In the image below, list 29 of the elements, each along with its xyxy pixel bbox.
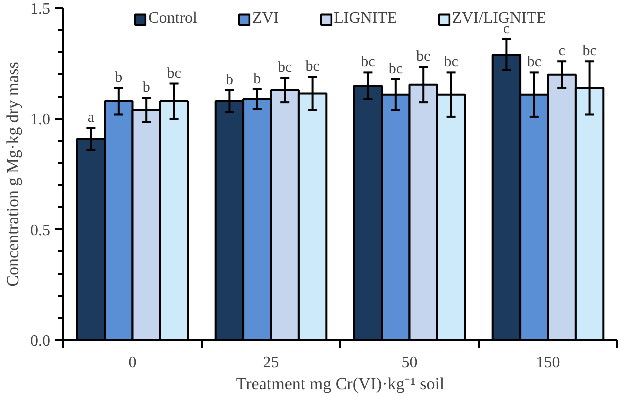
- legend-label: Control: [148, 10, 198, 28]
- data-label: b: [115, 70, 123, 86]
- y-axis-title: Concentration g Mg·kg dry mass: [4, 62, 22, 287]
- data-label: bc: [582, 44, 598, 60]
- data-label: a: [88, 110, 95, 126]
- data-label: bc: [306, 59, 320, 76]
- data-label: bc: [361, 54, 376, 71]
- x-axis-title: Treatment mg Cr(VI)·kg⁻¹ soil: [236, 374, 445, 394]
- data-label: bc: [388, 61, 404, 78]
- data-label: c: [558, 44, 566, 60]
- y-tick-label: 0.5: [30, 222, 50, 240]
- data-label: bc: [527, 54, 542, 71]
- data-label: bc: [444, 54, 459, 71]
- data-label: b: [254, 71, 262, 88]
- x-tick-label: 0: [128, 354, 137, 372]
- data-label: b: [142, 80, 150, 96]
- y-tick-label: 1.5: [30, 1, 50, 18]
- x-tick-label: 150: [536, 354, 560, 372]
- x-tick-label: 50: [402, 354, 418, 372]
- data-label: bc: [416, 49, 432, 66]
- legend-label: LIGNITE: [334, 10, 398, 28]
- legend-label: ZVI/LIGNITE: [452, 10, 546, 27]
- data-label: bc: [278, 60, 293, 76]
- x-tick-label: 25: [263, 354, 280, 372]
- y-tick-label: 1.0: [30, 112, 50, 129]
- legend-label: ZVI: [252, 10, 280, 28]
- data-label: bc: [167, 66, 182, 82]
- data-label: b: [226, 72, 234, 88]
- y-tick-label: 0.0: [30, 333, 50, 350]
